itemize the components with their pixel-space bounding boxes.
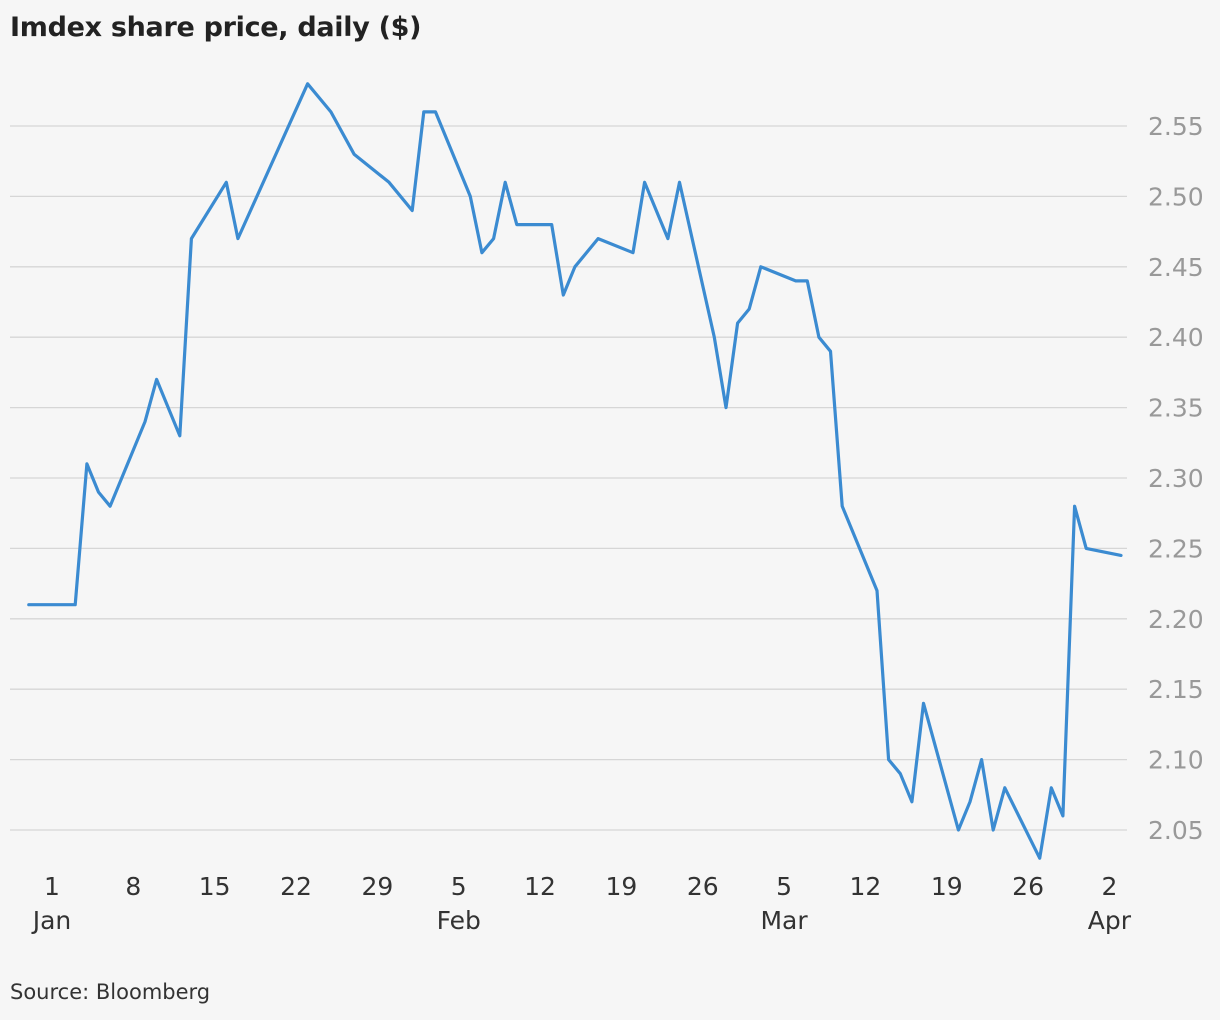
gridlines — [10, 125, 1127, 831]
y-tick-label: 2.05 — [1148, 816, 1204, 845]
x-tick-label: 19 — [931, 872, 963, 901]
x-month-label: Jan — [31, 906, 72, 935]
x-tick-label: 26 — [687, 872, 719, 901]
x-axis-ticks: 1 Jan 8 15 22 29 5 Feb 12 19 26 5 Mar 12 19 26 2 Apr — [31, 872, 1132, 935]
y-axis-ticks: 2.05 2.10 2.15 2.20 2.25 2.30 2.35 2.40 2.45 2.50… — [1148, 112, 1204, 845]
price-line-series — [27, 82, 1123, 860]
y-tick-label: 2.25 — [1148, 534, 1204, 563]
y-tick-label: 2.15 — [1148, 675, 1204, 704]
y-tick-label: 2.10 — [1148, 746, 1204, 775]
y-tick-label: 2.20 — [1148, 605, 1204, 634]
x-month-label: Feb — [437, 906, 481, 935]
y-tick-label: 2.50 — [1148, 182, 1204, 211]
y-tick-label: 2.30 — [1148, 464, 1204, 493]
x-tick-label: 12 — [849, 872, 881, 901]
series-layer — [27, 82, 1123, 860]
x-tick-label: 15 — [199, 872, 231, 901]
x-tick-label: 29 — [361, 872, 393, 901]
y-tick-label: 2.45 — [1148, 253, 1204, 282]
x-tick-label: 8 — [125, 872, 141, 901]
x-month-label: Apr — [1088, 906, 1132, 935]
x-tick-label: 22 — [280, 872, 312, 901]
y-tick-label: 2.55 — [1148, 112, 1204, 141]
chart-title: Imdex share price, daily ($) — [10, 12, 422, 43]
x-tick-label: 26 — [1012, 872, 1044, 901]
x-tick-label: 12 — [524, 872, 556, 901]
x-tick-label: 2 — [1101, 872, 1117, 901]
x-tick-label: 5 — [776, 872, 792, 901]
y-tick-label: 2.35 — [1148, 394, 1204, 423]
x-tick-label: 5 — [451, 872, 467, 901]
x-tick-label: 1 — [44, 872, 60, 901]
x-month-label: Mar — [760, 906, 808, 935]
x-tick-label: 19 — [605, 872, 637, 901]
y-tick-label: 2.40 — [1148, 323, 1204, 352]
source-note: Source: Bloomberg — [10, 980, 211, 1004]
